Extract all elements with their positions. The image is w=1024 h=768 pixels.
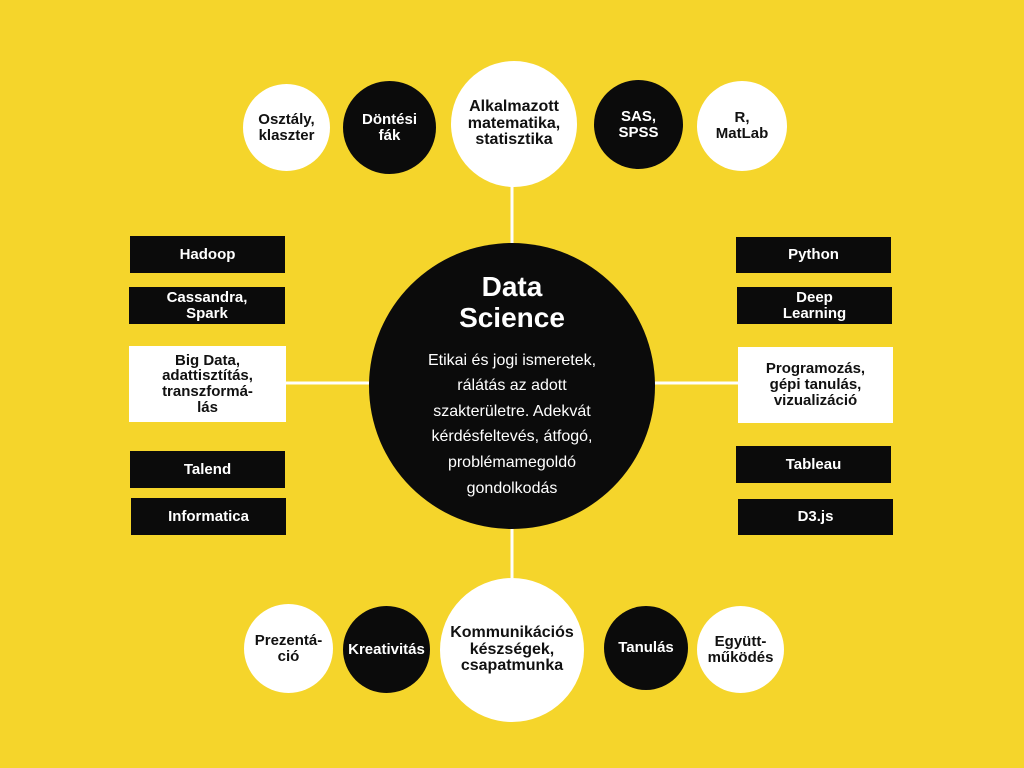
bottom-right-outer-circle: Együtt- működés: [697, 606, 784, 693]
center-description: Etikai és jogi ismeretek, rálátás az ado…: [427, 351, 597, 497]
left-box-4: Informatica: [131, 498, 286, 535]
bottom-right-inner-circle: Tanulás: [604, 606, 688, 690]
bottom-left-outer-circle: Prezentá- ció: [244, 604, 333, 693]
bottom-main-circle: Kommunikációs készségek, csapatmunka: [440, 578, 584, 722]
left-main-box: Big Data, adattisztítás, transzformá- lá…: [129, 346, 286, 422]
top-main-circle: Alkalmazott matematika, statisztika: [451, 61, 577, 187]
right-main-box: Programozás, gépi tanulás, vizualizáció: [738, 347, 893, 423]
left-box-3: Talend: [130, 451, 285, 488]
right-box-1: Python: [736, 237, 891, 273]
top-left-inner-circle: Döntési fák: [343, 81, 436, 174]
right-box-3: Tableau: [736, 446, 891, 483]
bottom-left-inner-circle: Kreativitás: [343, 606, 430, 693]
left-box-2: Cassandra, Spark: [129, 287, 285, 324]
right-box-2: Deep Learning: [737, 287, 892, 324]
center-title: Data Science: [459, 270, 565, 334]
left-box-1: Hadoop: [130, 236, 285, 273]
right-box-4: D3.js: [738, 499, 893, 535]
top-right-outer-circle: R, MatLab: [697, 81, 787, 171]
data-science-center: Data Science Etikai és jogi ismeretek, r…: [369, 243, 655, 529]
top-left-outer-circle: Osztály, klaszter: [243, 84, 330, 171]
top-right-inner-circle: SAS, SPSS: [594, 80, 683, 169]
